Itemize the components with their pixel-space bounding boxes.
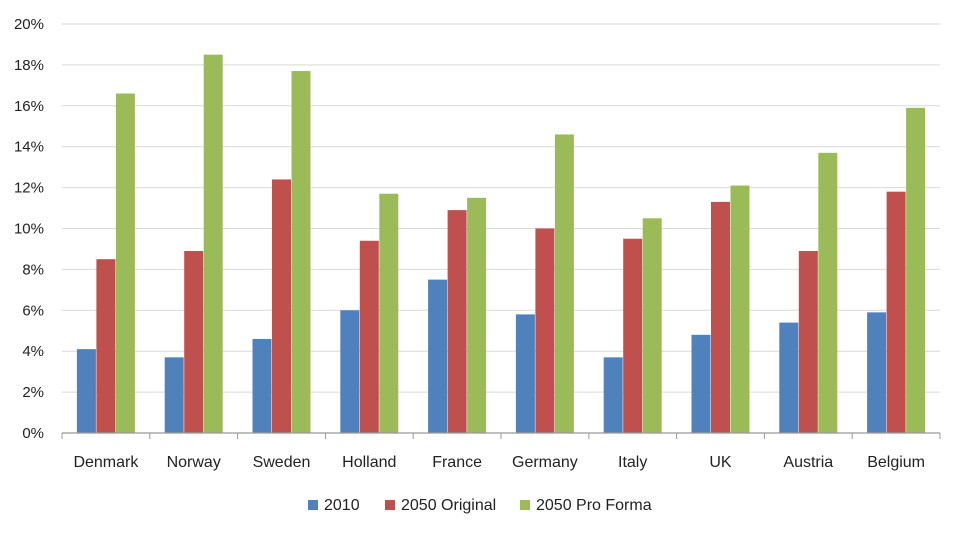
x-category-label: Austria bbox=[783, 454, 833, 471]
bar-denmark-2050-pro-forma bbox=[115, 93, 135, 433]
y-tick-label: 0% bbox=[22, 425, 44, 442]
bar-belgium-2050-original bbox=[886, 191, 906, 433]
bar-germany-2010 bbox=[515, 314, 535, 433]
x-category-label: Belgium bbox=[867, 454, 925, 471]
legend-swatch bbox=[385, 500, 395, 510]
bar-uk-2010 bbox=[691, 334, 711, 433]
bar-norway-2050-original bbox=[184, 250, 204, 433]
y-tick-label: 10% bbox=[14, 221, 44, 238]
y-tick-label: 14% bbox=[14, 139, 44, 156]
y-tick-label: 2% bbox=[22, 384, 44, 401]
y-axis-tick-labels: 0% 2% 4% 6% 8% 10% 12% 14% 16% 18% 20% bbox=[14, 16, 44, 442]
bars bbox=[76, 54, 926, 434]
bar-austria-2010 bbox=[779, 322, 799, 433]
legend-swatch bbox=[520, 500, 530, 510]
y-tick-label: 20% bbox=[14, 16, 44, 33]
bar-germany-2050-pro-forma bbox=[554, 134, 574, 433]
bar-sweden-2050-pro-forma bbox=[291, 71, 311, 433]
bar-belgium-2050-pro-forma bbox=[906, 107, 926, 433]
legend-label: 2050 Pro Forma bbox=[536, 497, 652, 514]
bar-holland-2010 bbox=[340, 310, 360, 433]
bar-austria-2050-pro-forma bbox=[818, 152, 838, 433]
bar-denmark-2050-original bbox=[96, 259, 116, 433]
y-tick-label: 16% bbox=[14, 98, 44, 115]
x-category-label: Norway bbox=[167, 454, 221, 471]
legend: 2010 2050 Original 2050 Pro Forma bbox=[308, 497, 652, 514]
x-category-label: Sweden bbox=[253, 454, 311, 471]
x-category-label: Italy bbox=[618, 454, 647, 471]
bar-austria-2050-original bbox=[798, 250, 818, 433]
x-category-label: UK bbox=[709, 454, 732, 471]
bar-norway-2010 bbox=[164, 357, 184, 433]
x-category-label: Holland bbox=[342, 454, 396, 471]
bar-belgium-2010 bbox=[867, 312, 887, 433]
x-category-label: Germany bbox=[512, 454, 578, 471]
bar-italy-2050-pro-forma bbox=[642, 218, 662, 433]
bar-france-2010 bbox=[428, 279, 448, 433]
x-axis-category-labels: Denmark Norway Sweden Holland France Germany I… bbox=[73, 454, 925, 471]
bar-italy-2010 bbox=[603, 357, 623, 433]
bar-france-2050-original bbox=[447, 210, 467, 433]
legend-label: 2050 Original bbox=[401, 497, 496, 514]
x-axis bbox=[61, 432, 941, 439]
y-tick-label: 12% bbox=[14, 180, 44, 197]
bar-italy-2050-original bbox=[623, 238, 643, 433]
bar-holland-2050-pro-forma bbox=[379, 193, 399, 433]
legend-label: 2010 bbox=[324, 497, 360, 514]
bar-holland-2050-original bbox=[359, 240, 379, 433]
bar-sweden-2010 bbox=[252, 338, 272, 433]
bar-denmark-2010 bbox=[76, 349, 96, 433]
bar-uk-2050-pro-forma bbox=[730, 185, 750, 433]
bar-france-2050-pro-forma bbox=[467, 197, 487, 433]
x-category-label: France bbox=[432, 454, 482, 471]
y-tick-label: 4% bbox=[22, 343, 44, 360]
bar-norway-2050-pro-forma bbox=[203, 54, 223, 434]
bar-sweden-2050-original bbox=[272, 179, 291, 433]
y-tick-label: 18% bbox=[14, 57, 44, 74]
x-category-label: Denmark bbox=[73, 454, 139, 471]
legend-swatch bbox=[308, 500, 318, 510]
y-tick-label: 8% bbox=[22, 261, 44, 278]
bar-uk-2050-original bbox=[711, 201, 730, 433]
y-tick-label: 6% bbox=[22, 302, 44, 319]
bar-germany-2050-original bbox=[535, 228, 555, 433]
